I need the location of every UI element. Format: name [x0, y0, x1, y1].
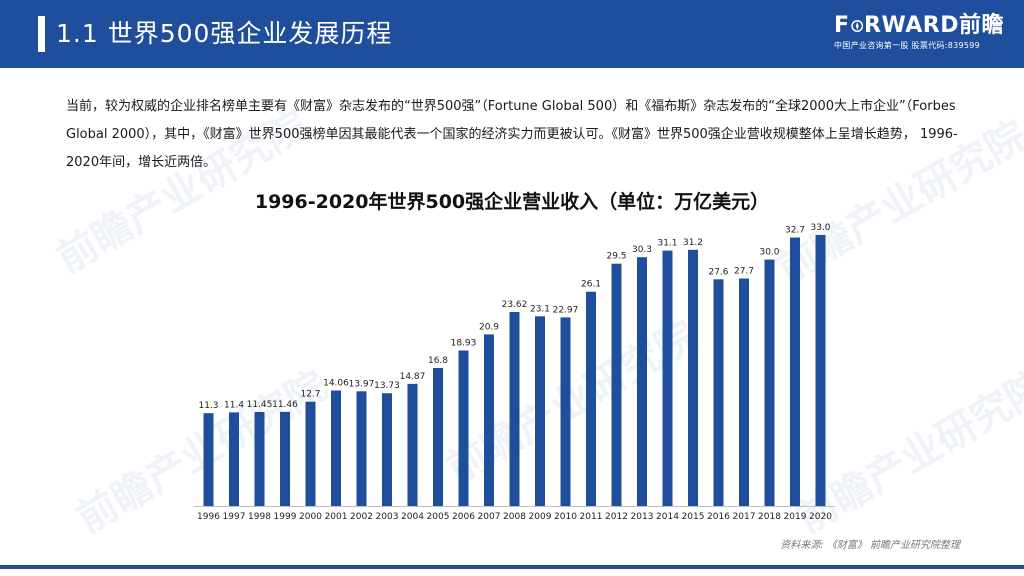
bar-2000 [305, 401, 316, 506]
bar-2007 [484, 334, 494, 506]
bar-2001 [331, 390, 341, 506]
value-label-2019: 32.7 [785, 226, 805, 236]
bar-2005 [433, 368, 443, 506]
footer-line [0, 565, 1024, 569]
header-bar: 1.1 世界500强企业发展历程 F RWARD前瞻 中国产业咨询第一股 股票代… [0, 0, 1024, 68]
x-tick-2009: 2009 [529, 512, 552, 522]
bar-1999 [280, 411, 290, 506]
value-label-2008: 23.62 [502, 300, 528, 310]
x-tick-2004: 2004 [401, 512, 424, 522]
x-tick-2019: 2019 [784, 512, 807, 522]
compass-icon [850, 20, 863, 32]
value-label-2000: 12.7 [300, 390, 320, 400]
logo-text-f: F [834, 13, 850, 38]
bar-2017 [739, 278, 749, 506]
intro-paragraph: 当前，较为权威的企业排名榜单主要有《财富》杂志发布的“世界500强”（Fortu… [66, 99, 958, 170]
bar-2014 [662, 250, 673, 506]
page-title: 1.1 世界500强企业发展历程 [56, 19, 393, 48]
x-tick-2005: 2005 [427, 512, 450, 522]
x-tick-2007: 2007 [478, 512, 501, 522]
bar-1998 [254, 412, 265, 506]
bar-2003 [382, 393, 392, 506]
bar-2010 [560, 317, 571, 506]
value-label-2015: 31.2 [683, 238, 703, 248]
value-label-2016: 27.6 [708, 267, 728, 277]
x-tick-2020: 2020 [809, 512, 832, 522]
source-note: 资料来源: 《财富》 前瞻产业研究院整理 [780, 540, 960, 551]
value-label-2006: 18.93 [451, 339, 477, 349]
x-tick-2006: 2006 [452, 512, 475, 522]
x-tick-2001: 2001 [325, 512, 348, 522]
x-tick-2015: 2015 [682, 512, 705, 522]
value-label-2003: 13.73 [374, 381, 400, 391]
value-label-2018: 30.0 [759, 248, 779, 258]
value-label-2005: 16.8 [428, 356, 448, 366]
x-tick-2016: 2016 [707, 512, 730, 522]
value-label-2002: 13.97 [349, 379, 375, 389]
bar-2009 [535, 316, 545, 506]
forward-logo: F RWARD前瞻 中国产业咨询第一股 股票代码:839599 [834, 14, 1004, 52]
x-tick-1997: 1997 [223, 512, 246, 522]
bar-2015 [688, 249, 698, 507]
bar-2018 [764, 259, 775, 506]
x-tick-1998: 1998 [248, 512, 271, 522]
value-label-2001: 14.06 [323, 379, 349, 389]
x-tick-2014: 2014 [656, 512, 679, 522]
x-tick-2012: 2012 [605, 512, 628, 522]
bar-2012 [611, 263, 622, 506]
value-label-2013: 30.3 [632, 245, 652, 255]
value-label-2009: 23.1 [530, 304, 550, 314]
bar-2008 [509, 312, 520, 506]
bar-2011 [586, 291, 596, 506]
bar-1996 [203, 413, 214, 506]
value-label-2020: 33.0 [810, 223, 830, 233]
value-label-2014: 31.1 [657, 239, 677, 249]
x-tick-2017: 2017 [733, 512, 756, 522]
bar-2006 [458, 350, 469, 506]
x-tick-2000: 2000 [299, 512, 322, 522]
logo-subtitle: 中国产业咨询第一股 股票代码:839599 [834, 41, 981, 50]
value-label-1999: 11.46 [272, 400, 298, 410]
x-tick-2003: 2003 [376, 512, 399, 522]
bar-1997 [229, 412, 239, 506]
bar-2013 [637, 257, 647, 506]
x-tick-2010: 2010 [554, 512, 577, 522]
bar-2019 [790, 237, 800, 506]
value-label-2017: 27.7 [734, 267, 754, 277]
title-accent-bar [38, 16, 45, 52]
x-tick-2011: 2011 [580, 512, 603, 522]
chart-title: 1996-2020年世界500强企业营业收入（单位：万亿美元） [254, 191, 770, 213]
x-tick-1996: 1996 [197, 512, 220, 522]
value-label-2004: 14.87 [400, 372, 426, 382]
logo-text-rest: RWARD前瞻 [864, 13, 1004, 38]
bar-2004 [407, 383, 418, 506]
x-tick-2013: 2013 [631, 512, 654, 522]
value-label-1998: 11.45 [247, 400, 273, 410]
bar-2002 [356, 391, 367, 506]
logo-wordmark: F RWARD前瞻 [834, 14, 1004, 38]
value-label-1997: 11.4 [224, 400, 244, 410]
x-tick-2008: 2008 [503, 512, 526, 522]
bar-2016 [713, 279, 724, 506]
value-label-2010: 22.97 [553, 305, 579, 315]
x-tick-2002: 2002 [350, 512, 373, 522]
value-label-2012: 29.5 [606, 252, 626, 262]
value-label-2011: 26.1 [581, 280, 601, 290]
value-label-2007: 20.9 [479, 322, 499, 332]
value-label-1996: 11.3 [198, 401, 218, 411]
x-tick-2018: 2018 [758, 512, 781, 522]
bar-2020 [815, 235, 826, 506]
x-tick-1999: 1999 [274, 512, 297, 522]
